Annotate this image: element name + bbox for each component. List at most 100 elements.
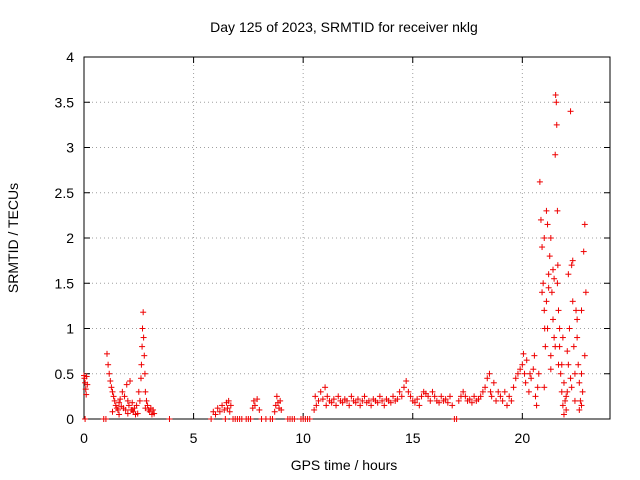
data-point xyxy=(109,388,116,395)
data-point xyxy=(405,388,412,395)
data-point xyxy=(575,361,582,368)
grid xyxy=(84,57,610,419)
data-point xyxy=(117,396,124,403)
data-point xyxy=(368,402,375,409)
data-point xyxy=(449,402,456,409)
data-point xyxy=(574,316,581,323)
data-point xyxy=(139,343,146,350)
data-point xyxy=(225,397,232,404)
data-point xyxy=(578,402,585,409)
data-point xyxy=(361,393,368,400)
data-point xyxy=(550,266,557,273)
data-point xyxy=(490,379,497,386)
data-point xyxy=(551,275,558,282)
data-point xyxy=(374,399,381,406)
data-point xyxy=(555,307,562,314)
data-point xyxy=(256,406,263,413)
data-point xyxy=(135,388,142,395)
data-point xyxy=(576,379,583,386)
data-point xyxy=(567,375,574,382)
data-point xyxy=(123,381,130,388)
data-point xyxy=(545,271,552,278)
data-point xyxy=(127,377,134,384)
data-point xyxy=(82,386,89,393)
data-point xyxy=(512,375,519,382)
data-point xyxy=(222,416,229,422)
data-point xyxy=(83,391,90,398)
data-point xyxy=(346,402,353,409)
data-point xyxy=(541,384,548,391)
data-point xyxy=(552,343,559,350)
data-point xyxy=(411,399,418,406)
data-point xyxy=(116,411,123,418)
y-tick-label: 3 xyxy=(66,140,74,156)
data-point xyxy=(482,384,489,391)
data-point xyxy=(541,307,548,314)
data-point xyxy=(582,289,589,296)
data-point xyxy=(227,402,234,409)
data-point xyxy=(539,289,546,296)
data-point xyxy=(121,393,128,400)
data-point xyxy=(557,370,564,377)
data-point xyxy=(488,393,495,400)
x-tick-label: 10 xyxy=(295,430,311,446)
data-point xyxy=(514,370,521,377)
data-point xyxy=(566,325,573,332)
data-point xyxy=(140,334,147,341)
data-point xyxy=(139,325,146,332)
data-point xyxy=(142,405,149,412)
data-point xyxy=(574,334,581,341)
data-point xyxy=(545,284,552,291)
data-point xyxy=(315,397,322,404)
y-tick-label: 3.5 xyxy=(55,94,75,110)
data-point xyxy=(333,402,340,409)
data-point xyxy=(224,405,231,412)
data-point xyxy=(455,397,462,404)
data-point xyxy=(577,397,584,404)
data-point xyxy=(114,406,121,413)
data-point xyxy=(501,388,508,395)
data-point xyxy=(269,416,276,422)
data-point xyxy=(365,397,372,404)
data-point xyxy=(579,388,586,395)
chart-title: Day 125 of 2023, SRMTID for receiver nkl… xyxy=(210,19,478,35)
data-point xyxy=(493,397,500,404)
data-point xyxy=(84,381,91,388)
data-point xyxy=(394,396,401,403)
data-point xyxy=(551,334,558,341)
data-point xyxy=(129,399,136,406)
data-point xyxy=(564,348,571,355)
data-point xyxy=(556,325,563,332)
axis-ticks: 0 5 10 15 20 0 0.5 1 1.5 2 2.5 3 3.5 4 xyxy=(55,49,610,446)
data-point xyxy=(484,375,491,382)
data-point xyxy=(277,397,284,404)
x-tick-label: 5 xyxy=(190,430,198,446)
data-point xyxy=(143,397,150,404)
data-point xyxy=(560,379,567,386)
data-point xyxy=(560,411,567,418)
data-point xyxy=(444,399,451,406)
data-point xyxy=(503,402,510,409)
data-point xyxy=(544,221,551,228)
data-point xyxy=(226,408,233,415)
data-point xyxy=(247,416,254,422)
data-point xyxy=(542,343,549,350)
data-point xyxy=(571,397,578,404)
data-point xyxy=(376,393,383,400)
data-point xyxy=(140,309,147,316)
data-point xyxy=(381,402,388,409)
plot-frame xyxy=(83,56,611,420)
data-point xyxy=(552,92,559,99)
data-point xyxy=(462,393,469,400)
data-point xyxy=(142,388,149,395)
data-point xyxy=(254,396,261,403)
data-point xyxy=(141,352,148,359)
data-point xyxy=(111,397,118,404)
data-point xyxy=(510,384,517,391)
data-point xyxy=(250,397,257,404)
data-point xyxy=(479,388,486,395)
y-tick-label: 1 xyxy=(66,321,74,337)
data-point xyxy=(530,366,537,373)
data-point xyxy=(525,388,532,395)
